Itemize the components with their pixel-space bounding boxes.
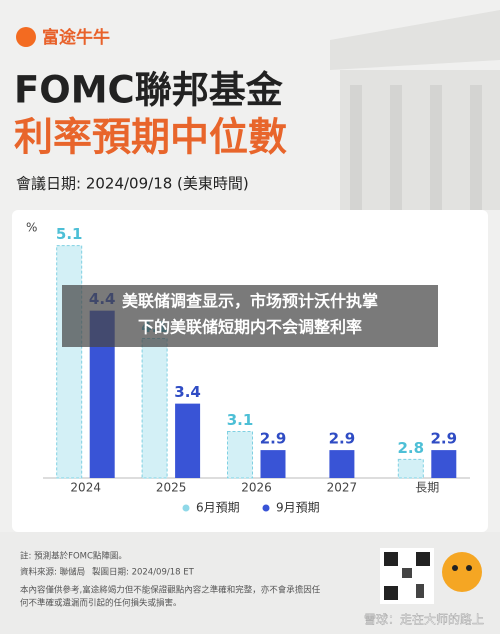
value-label: 3.1: [227, 411, 254, 429]
legend-label: 9月預期: [276, 501, 320, 515]
footer-note: 製圖日期: 2024/09/18 ET: [92, 567, 195, 578]
footer-note: 資料來源: 聯儲局: [20, 567, 85, 578]
footer-notes: 註: 預測基於FOMC點陣圖。資料來源: 聯儲局 製圖日期: 2024/09/18…: [20, 551, 321, 609]
legend-marker: [182, 504, 190, 512]
plot: 20245.14.420254.13.420263.12.920272.9長期2…: [56, 225, 457, 514]
bar: [397, 458, 424, 479]
title-line: FOMC聯邦基金: [14, 69, 284, 112]
value-label: 2.9: [329, 430, 356, 448]
value-label: 2.9: [260, 430, 287, 448]
x-tick-label: 長期: [415, 481, 439, 495]
bar: [260, 450, 286, 478]
brand-logo: [16, 27, 36, 47]
footer-note: 本內容僅供參考,富途將竭力但不能保證觀點內容之準確和完整，亦不會承擔因任: [20, 585, 321, 596]
value-label: 2.9: [431, 430, 458, 448]
bar: [56, 245, 83, 479]
value-label: 3.4: [174, 383, 201, 401]
brand: 富途牛牛: [42, 27, 110, 48]
overlay-band: [62, 285, 438, 347]
qr-code: [380, 548, 434, 604]
bar: [329, 450, 355, 478]
watermark: 雪球：走在大师的路上: [364, 612, 484, 627]
overlay-caption: 下的美联储短期内不会调整利率: [138, 318, 362, 337]
title-line: 利率預期中位數: [14, 116, 287, 161]
overlay-caption: 美联储调查显示，市场预计沃什执掌: [122, 292, 378, 311]
bar: [431, 450, 457, 478]
y-unit: %: [26, 221, 37, 235]
overlay: 美联储调查显示，市场预计沃什执掌 下的美联储短期内不会调整利率: [62, 285, 438, 347]
building: [330, 10, 500, 210]
bar: [227, 431, 253, 479]
bar: [141, 338, 168, 479]
x-tick-label: 2026: [241, 481, 272, 495]
x-tick-label: 2024: [70, 481, 101, 495]
legend-marker: [262, 504, 270, 512]
mascot: [442, 552, 482, 592]
x-tick-label: 2025: [156, 481, 187, 495]
footer-note: 何不準確或遺漏而引起的任何損失或損害。: [20, 598, 182, 609]
value-label: 5.1: [56, 225, 83, 243]
legend-label: 6月預期: [196, 501, 240, 515]
meeting-date: 會議日期: 2024/09/18 (美東時間): [16, 175, 249, 193]
bar: [175, 403, 201, 478]
footer-note: 註: 預測基於FOMC點陣圖。: [20, 551, 127, 562]
value-label: 2.8: [398, 439, 425, 457]
x-tick-label: 2027: [327, 481, 358, 495]
